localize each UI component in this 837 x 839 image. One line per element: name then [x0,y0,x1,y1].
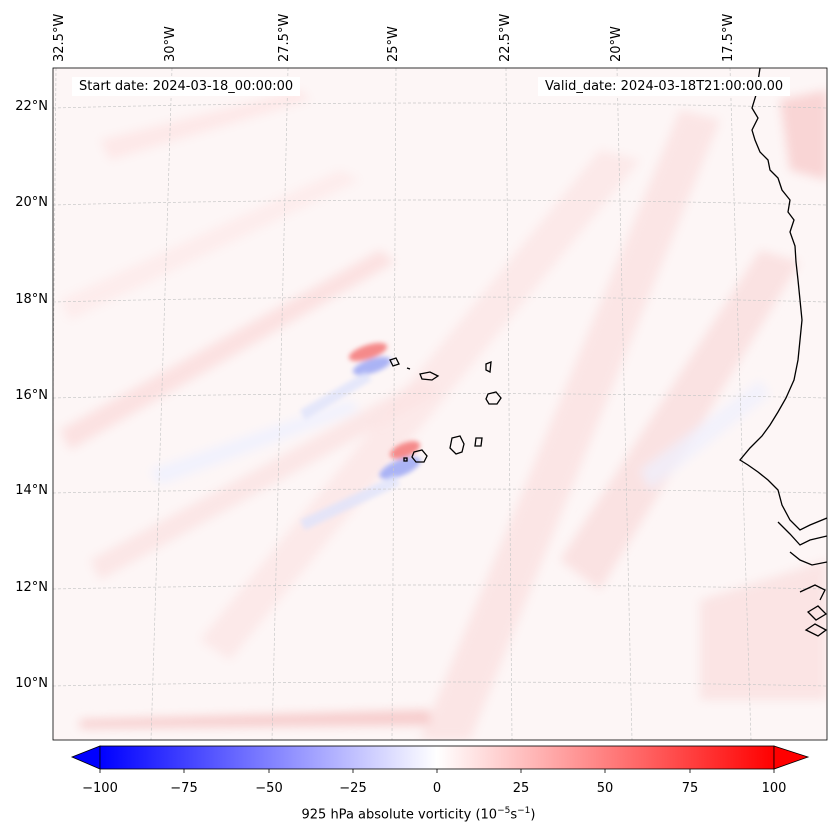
valid-date-label: Valid_date: 2024-03-18T21:00:00.00 [538,77,791,96]
lon-label: 25°W [386,26,401,62]
island-wakes [300,342,421,530]
lat-label: 14°N [15,483,48,498]
lat-label: 20°N [15,195,48,210]
colorbar-ticks [99,769,775,773]
coastline [739,68,827,637]
gridlines [53,68,827,740]
lon-label: 22.5°W [498,13,513,62]
lat-label: 22°N [15,99,48,114]
lon-label: 17.5°W [721,13,736,62]
map-frame [52,67,828,741]
colorbar [99,745,775,770]
colorbar-tick-label: 100 [761,781,787,796]
lon-label: 20°W [609,26,624,62]
lat-label: 16°N [15,388,48,403]
colorbar-tick-label: −50 [255,781,283,796]
start-date-label: Start date: 2024-03-18_00:00:00 [72,77,301,96]
colorbar-tick-label: 25 [512,781,530,796]
colorbar-min-arrow [70,745,101,770]
colorbar-tick-label: 75 [681,781,699,796]
colorbar-tick-label: 0 [432,781,442,796]
colorbar-max-arrow [773,745,810,770]
colorbar-tick-label: −75 [170,781,198,796]
lon-label: 27.5°W [277,13,292,62]
lat-label: 10°N [15,676,48,691]
lat-label: 18°N [15,292,48,307]
colorbar-tick-label: −25 [339,781,367,796]
colorbar-tick-label: −100 [82,781,118,796]
vorticity-field [60,90,827,740]
lon-label: 30°W [163,26,178,62]
colorbar-tick-label: 50 [596,781,614,796]
map-panel [53,68,827,740]
lat-label: 12°N [15,580,48,595]
lon-label: 32.5°W [52,13,67,62]
islands [389,357,502,463]
colorbar-label: 925 hPa absolute vorticity (10−5s−1) [301,806,536,823]
